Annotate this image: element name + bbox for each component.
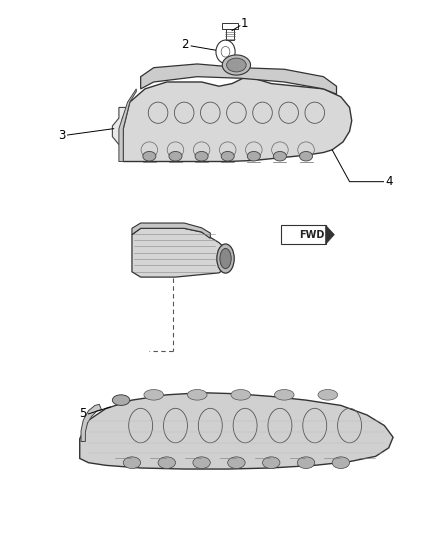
Polygon shape bbox=[141, 64, 336, 94]
Ellipse shape bbox=[222, 55, 251, 75]
Polygon shape bbox=[81, 405, 102, 441]
Ellipse shape bbox=[144, 390, 163, 400]
Ellipse shape bbox=[318, 390, 338, 400]
Text: FWD: FWD bbox=[300, 230, 325, 240]
Ellipse shape bbox=[143, 151, 156, 161]
Text: 2: 2 bbox=[181, 38, 188, 51]
Ellipse shape bbox=[221, 151, 234, 161]
Text: 4: 4 bbox=[385, 175, 393, 188]
Ellipse shape bbox=[273, 151, 286, 161]
Ellipse shape bbox=[187, 390, 207, 400]
Text: 5: 5 bbox=[79, 407, 86, 421]
Ellipse shape bbox=[226, 58, 246, 72]
Ellipse shape bbox=[195, 151, 208, 161]
Polygon shape bbox=[113, 108, 145, 144]
Ellipse shape bbox=[123, 457, 141, 469]
Ellipse shape bbox=[231, 390, 251, 400]
FancyBboxPatch shape bbox=[281, 225, 326, 244]
Ellipse shape bbox=[113, 395, 130, 406]
Ellipse shape bbox=[300, 151, 313, 161]
Ellipse shape bbox=[332, 457, 350, 469]
Polygon shape bbox=[325, 225, 334, 244]
Polygon shape bbox=[80, 393, 393, 469]
Ellipse shape bbox=[297, 457, 315, 469]
Ellipse shape bbox=[228, 457, 245, 469]
Text: 1: 1 bbox=[241, 17, 248, 30]
Ellipse shape bbox=[247, 151, 260, 161]
Ellipse shape bbox=[262, 457, 280, 469]
Polygon shape bbox=[119, 89, 136, 161]
Text: 3: 3 bbox=[58, 128, 66, 141]
Ellipse shape bbox=[158, 457, 176, 469]
Ellipse shape bbox=[169, 151, 182, 161]
Polygon shape bbox=[132, 228, 228, 277]
Polygon shape bbox=[132, 223, 210, 238]
Polygon shape bbox=[123, 78, 352, 161]
Ellipse shape bbox=[220, 248, 231, 269]
Ellipse shape bbox=[275, 390, 294, 400]
Ellipse shape bbox=[193, 457, 210, 469]
Ellipse shape bbox=[217, 244, 234, 273]
